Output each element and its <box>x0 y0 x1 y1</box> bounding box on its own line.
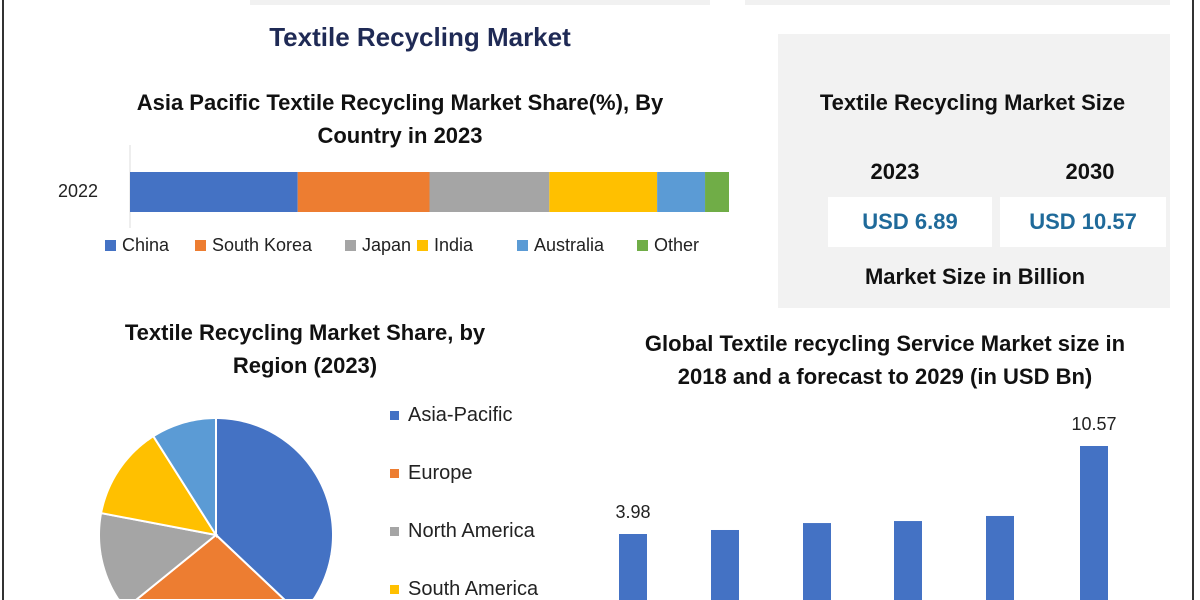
legend-label: Other <box>654 235 700 255</box>
pie-legend-item: South America <box>390 578 538 600</box>
legend-swatch <box>345 239 356 251</box>
legend-label: China <box>122 235 170 255</box>
pie-slice-north-america <box>97 511 219 600</box>
bar <box>986 515 1014 600</box>
bar-data-label: 3.98 <box>615 502 650 522</box>
legend-item: South Korea <box>195 234 312 256</box>
stacked-bar-title: Asia Pacific Textile Recycling Market Sh… <box>136 90 664 148</box>
stacked-segment-other <box>705 172 729 212</box>
legend-item: Australia <box>517 234 604 256</box>
stacked-bar-category-label: 2022 <box>58 181 99 201</box>
pie-legend-item: Europe <box>390 462 473 484</box>
legend-swatch <box>637 239 648 251</box>
bar <box>803 523 831 600</box>
stacked-segment-japan <box>429 172 550 212</box>
legend-swatch <box>417 239 428 251</box>
market-size-panel <box>778 34 1170 308</box>
year-2030: 2030 <box>1065 159 1115 184</box>
legend-swatch <box>195 239 206 251</box>
page-title: Textile Recycling Market <box>269 22 571 52</box>
stacked-segment-china <box>130 172 298 212</box>
legend-item: China <box>105 234 169 256</box>
legend-label: Europe <box>408 462 473 484</box>
pie-slice-asia-pacific <box>215 416 335 600</box>
legend-swatch <box>390 526 399 536</box>
bar-chart-title: Global Textile recycling Service Market … <box>644 331 1126 389</box>
pie-slice-europe <box>134 533 287 600</box>
legend-swatch <box>517 239 528 251</box>
bar <box>619 534 647 600</box>
legend-label: Australia <box>534 235 605 255</box>
stacked-segment-south-korea <box>297 172 430 212</box>
legend-item: Japan <box>345 234 411 256</box>
legend-swatch <box>105 239 116 251</box>
value-2030: USD 10.57 <box>1000 197 1166 247</box>
top-card-left <box>250 0 710 5</box>
pie-title: Textile Recycling Market Share, by Regio… <box>124 320 486 378</box>
legend-item: India <box>417 234 473 256</box>
pie-slice-south-america <box>99 434 219 537</box>
stacked-segment-india <box>549 172 658 212</box>
bar <box>1080 446 1108 600</box>
legend-label: India <box>434 235 474 255</box>
legend-swatch <box>390 468 399 478</box>
bar <box>894 521 922 600</box>
pie-legend-item: North America <box>390 520 535 542</box>
top-card-right <box>745 0 1170 5</box>
legend-swatch <box>390 410 399 420</box>
year-2023: 2023 <box>870 159 920 184</box>
market-size-footer: Market Size in Billion <box>864 264 1086 289</box>
bar-data-label: 10.57 <box>1071 414 1116 434</box>
legend-swatch <box>390 584 399 594</box>
legend-label: Japan <box>362 235 412 255</box>
legend-item: Other <box>637 234 699 256</box>
market-size-heading: Textile Recycling Market Size <box>819 90 1126 115</box>
legend-label: South America <box>408 578 539 600</box>
legend-label: Asia-Pacific <box>408 404 513 426</box>
bar <box>711 529 739 600</box>
pie-slice-other <box>151 416 217 539</box>
legend-label: South Korea <box>212 235 313 255</box>
value-2023: USD 6.89 <box>828 197 992 247</box>
pie-legend-item: Asia-Pacific <box>390 404 512 426</box>
legend-label: North America <box>408 520 535 542</box>
stacked-segment-australia <box>657 172 706 212</box>
